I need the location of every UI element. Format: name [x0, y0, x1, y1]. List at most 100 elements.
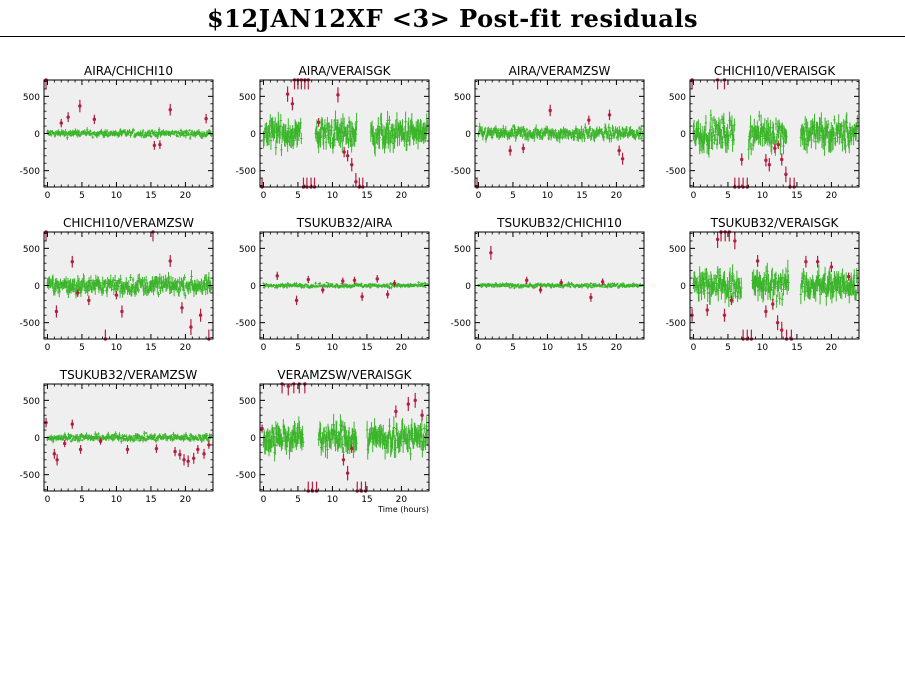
flagged-point	[733, 239, 737, 243]
y-tick-label: 0	[465, 130, 471, 140]
y-tick-label: 500	[669, 245, 686, 255]
flagged-point	[54, 309, 59, 314]
title-divider	[0, 36, 905, 37]
flagged-point	[740, 157, 744, 162]
y-tick-label: 0	[34, 282, 40, 292]
flagged-point	[525, 278, 529, 282]
good-residuals	[692, 109, 859, 160]
flagged-point	[620, 157, 625, 161]
x-tick-label: 0	[261, 191, 267, 201]
x-tick-label: 5	[510, 343, 516, 353]
x-tick-label: 5	[79, 343, 85, 353]
flagged-point	[559, 280, 563, 285]
flagged-point	[764, 158, 768, 162]
flagged-point	[600, 280, 605, 284]
panel-title: CHICHI10/VERAISGK	[714, 64, 837, 78]
y-tick-label: 0	[250, 130, 256, 140]
x-tick-label: 15	[576, 191, 587, 201]
x-tick-label: 0	[45, 343, 51, 353]
x-tick-label: 0	[691, 191, 697, 201]
y-tick-label: -500	[451, 167, 472, 177]
y-tick-label: -500	[236, 319, 257, 329]
flagged-point	[617, 148, 621, 153]
panel-chichi10-veramzsw: -500 0 500 0 5 10 15 20 CHICHI10/VERAMZSW	[20, 216, 214, 353]
x-tick-label: 5	[725, 343, 731, 353]
flagged-point	[158, 142, 162, 147]
x-tick-label: 5	[295, 343, 301, 353]
flagged-point	[360, 294, 364, 299]
panel-title: CHICHI10/VERAMZSW	[63, 216, 194, 230]
flagged-point	[120, 309, 124, 314]
x-tick-label: 10	[757, 343, 769, 353]
flagged-point	[66, 115, 70, 119]
x-tick-label: 5	[295, 191, 301, 201]
x-tick-label: 15	[145, 343, 156, 353]
x-tick-label: 15	[361, 343, 372, 353]
flagged-point	[285, 92, 290, 96]
y-tick-label: 500	[454, 93, 471, 103]
flagged-point	[70, 260, 74, 264]
flagged-residuals	[275, 271, 397, 306]
y-tick-label: 500	[454, 245, 471, 255]
flagged-point	[204, 116, 208, 121]
flagged-point	[804, 260, 808, 264]
flagged-point	[780, 157, 784, 162]
y-tick-label: 0	[34, 130, 40, 140]
flagged-residuals	[475, 104, 625, 189]
flagged-residuals	[489, 245, 605, 302]
flagged-point	[587, 118, 591, 122]
flagged-point	[773, 146, 777, 151]
flagged-point	[336, 93, 340, 97]
flagged-point	[815, 260, 820, 264]
y-tick-label: -500	[20, 167, 41, 177]
panel-tsukub32-chichi10: -500 0 500 0 5 10 15 20 TSUKUB32/CHICHI10	[451, 216, 645, 353]
good-residuals	[46, 127, 213, 141]
flagged-point	[290, 102, 295, 106]
flagged-point	[780, 328, 784, 332]
flagged-point	[715, 237, 720, 242]
flagged-point	[521, 146, 525, 151]
flagged-point	[589, 295, 593, 300]
x-tick-label: 0	[691, 343, 697, 353]
flagged-point	[350, 163, 354, 167]
flagged-point	[306, 277, 310, 282]
x-tick-label: 20	[826, 191, 838, 201]
x-tick-label: 0	[476, 343, 482, 353]
x-tick-label: 20	[611, 343, 623, 353]
x-tick-label: 10	[542, 191, 554, 201]
flagged-point	[607, 113, 612, 117]
flagged-point	[345, 154, 350, 158]
flagged-point	[275, 274, 279, 278]
panel-title: TSUKUB32/VERAISGK	[710, 216, 840, 230]
flagged-point	[316, 120, 321, 125]
y-tick-label: 500	[23, 245, 40, 255]
panel-title: AIRA/VERAISGK	[298, 64, 391, 78]
flagged-point	[321, 288, 325, 292]
flagged-point	[722, 313, 727, 317]
flagged-point	[78, 104, 82, 108]
flagged-point	[538, 288, 543, 292]
x-tick-label: 10	[542, 343, 554, 353]
x-tick-label: 0	[261, 343, 267, 353]
flagged-point	[180, 306, 184, 310]
y-tick-label: 0	[680, 130, 686, 140]
x-tick-label: 5	[79, 191, 85, 201]
flagged-point	[168, 259, 172, 263]
panel-aira-veramzsw: -500 0 500 0 5 10 15 20 AIRA/VERAMZSW	[451, 64, 645, 201]
y-tick-label: 500	[669, 93, 686, 103]
x-tick-label: 10	[327, 343, 339, 353]
x-tick-label: 20	[611, 191, 623, 201]
x-tick-label: 10	[327, 191, 339, 201]
y-tick-label: -500	[666, 167, 687, 177]
y-tick-label: -500	[666, 319, 687, 329]
flagged-residuals	[44, 78, 208, 150]
good-residuals	[262, 281, 429, 290]
y-tick-label: 0	[680, 282, 686, 292]
flagged-point	[755, 259, 760, 263]
flagged-point	[784, 172, 788, 177]
flagged-point	[775, 320, 780, 325]
flagged-point	[342, 150, 346, 154]
flagged-point	[352, 278, 357, 282]
x-tick-label: 0	[476, 191, 482, 201]
